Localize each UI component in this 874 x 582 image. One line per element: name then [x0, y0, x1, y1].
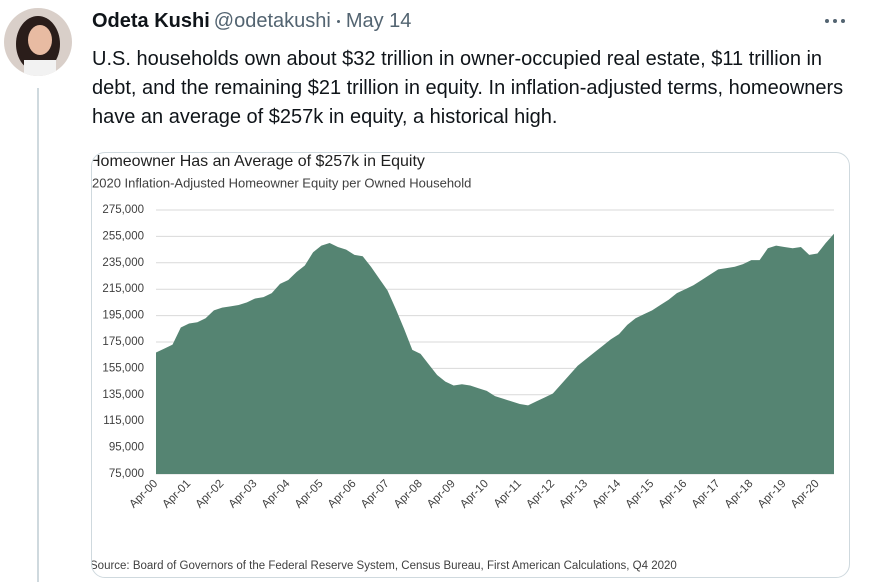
y-tick-label: 155,000	[102, 362, 144, 374]
area	[156, 233, 834, 474]
y-tick-label: 215,000	[102, 283, 144, 295]
chart-subtitle: 2020 Inflation-Adjusted Homeowner Equity…	[92, 175, 471, 190]
x-tick-label: Apr-05	[293, 478, 326, 511]
more-button[interactable]	[822, 14, 850, 28]
chart-card[interactable]: Homeowner Has an Average of $257k in Equ…	[91, 152, 850, 578]
avatar[interactable]	[4, 8, 72, 76]
handle[interactable]: @odetakushi	[213, 10, 331, 32]
x-tick-label: Apr-19	[756, 478, 789, 511]
x-tick-label: Apr-00	[127, 478, 160, 511]
author-name[interactable]: Odeta Kushi	[92, 10, 210, 32]
x-tick-label: Apr-01	[160, 478, 193, 511]
handle-date: @odetakushi May 14	[214, 10, 412, 32]
thread-line	[37, 88, 39, 582]
x-tick-label: Apr-11	[492, 478, 524, 510]
y-tick-label: 235,000	[102, 257, 144, 269]
x-tick-label: Apr-09	[425, 478, 458, 511]
x-tick-label: Apr-12	[524, 478, 557, 511]
x-tick-label: Apr-07	[359, 478, 392, 511]
x-tick-label: Apr-16	[657, 478, 690, 511]
x-tick-label: Apr-08	[392, 478, 425, 511]
chart-source: Source: Board of Governors of the Federa…	[92, 560, 677, 572]
y-tick-label: 75,000	[109, 468, 144, 480]
x-tick-label: Apr-04	[260, 477, 293, 510]
x-tick-label: Apr-15	[623, 478, 656, 511]
y-tick-label: 255,000	[102, 230, 144, 242]
x-tick-label: Apr-18	[723, 478, 756, 511]
date[interactable]: May 14	[345, 10, 412, 32]
y-tick-label: 195,000	[102, 310, 144, 322]
x-tick-label: Apr-17	[690, 478, 723, 511]
chart-title: Homeowner Has an Average of $257k in Equ…	[92, 153, 425, 170]
x-tick-label: Apr-20	[789, 478, 822, 511]
chart: Homeowner Has an Average of $257k in Equ…	[92, 153, 834, 572]
tweet-text: U.S. households own about $32 trillion i…	[92, 48, 844, 128]
separator	[336, 20, 340, 24]
author: Odeta Kushi @odetakushi May 14	[92, 10, 411, 33]
y-tick-label: 135,000	[102, 389, 144, 401]
x-tick-label: Apr-10	[458, 478, 491, 511]
y-tick-label: 115,000	[103, 415, 144, 427]
x-tick-label: Apr-13	[557, 478, 590, 511]
x-tick-label: Apr-06	[326, 478, 359, 511]
x-tick-label: Apr-03	[227, 478, 260, 511]
y-tick-label: 275,000	[102, 204, 144, 216]
x-tick-label: Apr-02	[194, 478, 227, 511]
y-tick-label: 175,000	[102, 336, 144, 348]
y-tick-label: 95,000	[109, 442, 144, 454]
x-tick-label: Apr-14	[590, 477, 623, 510]
